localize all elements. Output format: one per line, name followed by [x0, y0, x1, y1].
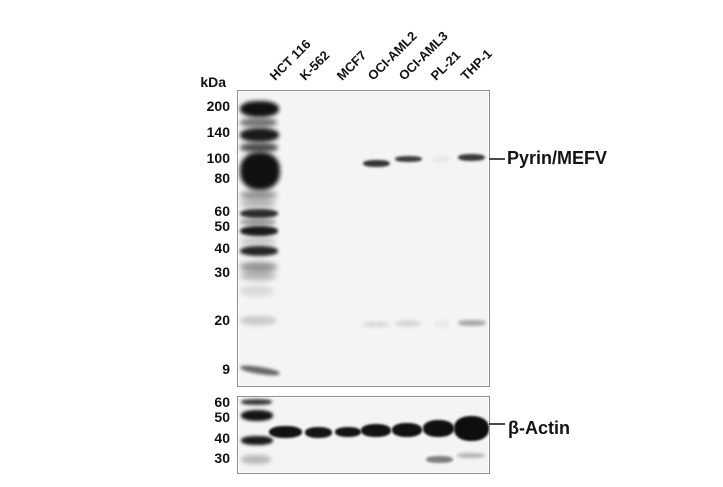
blot-band: [240, 209, 278, 218]
blot-band: [361, 424, 391, 437]
blot-band: [240, 200, 276, 207]
blot-band: [241, 399, 272, 405]
mw-marker-200kda: 200: [206, 98, 230, 114]
mw-marker-100kda: 100: [206, 150, 230, 166]
blot-band: [458, 154, 485, 161]
control-band-label: β-Actin: [508, 418, 570, 438]
blot-band: [363, 160, 390, 167]
mw-marker-140kda: 140: [206, 124, 230, 140]
blot-band: [240, 262, 277, 272]
blot-band: [454, 416, 489, 441]
blot-band: [240, 101, 279, 117]
mw-marker-50kda: 50: [214, 409, 230, 425]
mw-marker-50kda: 50: [214, 218, 230, 234]
mw-marker-40kda: 40: [214, 430, 230, 446]
control-band-pointer-line: [489, 423, 505, 425]
blot-band: [241, 436, 273, 445]
blot-band: [241, 410, 273, 421]
mw-marker-80kda: 80: [214, 170, 230, 186]
mw-marker-60kda: 60: [214, 394, 230, 410]
mw-marker-30kda: 30: [214, 264, 230, 280]
mw-marker-30kda: 30: [214, 450, 230, 466]
blot-band: [239, 363, 281, 378]
blot-panel-target: [237, 90, 490, 387]
blot-band: [458, 320, 486, 326]
blot-band: [240, 118, 277, 127]
blot-band: [240, 191, 277, 199]
blot-band: [363, 322, 389, 327]
target-band-label: Pyrin/MEFV: [507, 148, 608, 168]
blot-band: [335, 427, 361, 437]
blot-band: [269, 426, 302, 438]
mw-marker-40kda: 40: [214, 240, 230, 256]
lane-label-thp-1: THP-1: [457, 46, 495, 84]
blot-band: [240, 246, 278, 256]
blot-band: [395, 156, 422, 162]
blot-band: [426, 456, 453, 463]
mw-marker-20kda: 20: [214, 312, 230, 328]
blot-band: [305, 427, 332, 438]
blot-panel-loading-control: [237, 396, 490, 474]
blot-band: [392, 423, 422, 437]
lane-label-mcf7: MCF7: [333, 47, 370, 84]
blot-band: [240, 316, 276, 325]
blot-band: [240, 143, 278, 152]
blot-band: [240, 219, 276, 225]
blot-band: [240, 226, 278, 236]
blot-band: [423, 420, 454, 437]
blot-band: [457, 453, 485, 458]
mw-marker-9kda: 9: [222, 361, 230, 377]
blot-band: [432, 157, 450, 162]
blot-band: [240, 272, 276, 280]
target-band-pointer-line: [489, 158, 505, 160]
blot-band: [240, 286, 274, 296]
blot-band: [395, 321, 421, 326]
kda-unit-label: kDa: [200, 74, 226, 90]
blot-band: [434, 322, 450, 326]
blot-band: [240, 152, 280, 190]
blot-band: [240, 128, 279, 142]
blot-band: [241, 455, 271, 464]
blot-band: [240, 238, 276, 244]
mw-marker-60kda: 60: [214, 203, 230, 219]
